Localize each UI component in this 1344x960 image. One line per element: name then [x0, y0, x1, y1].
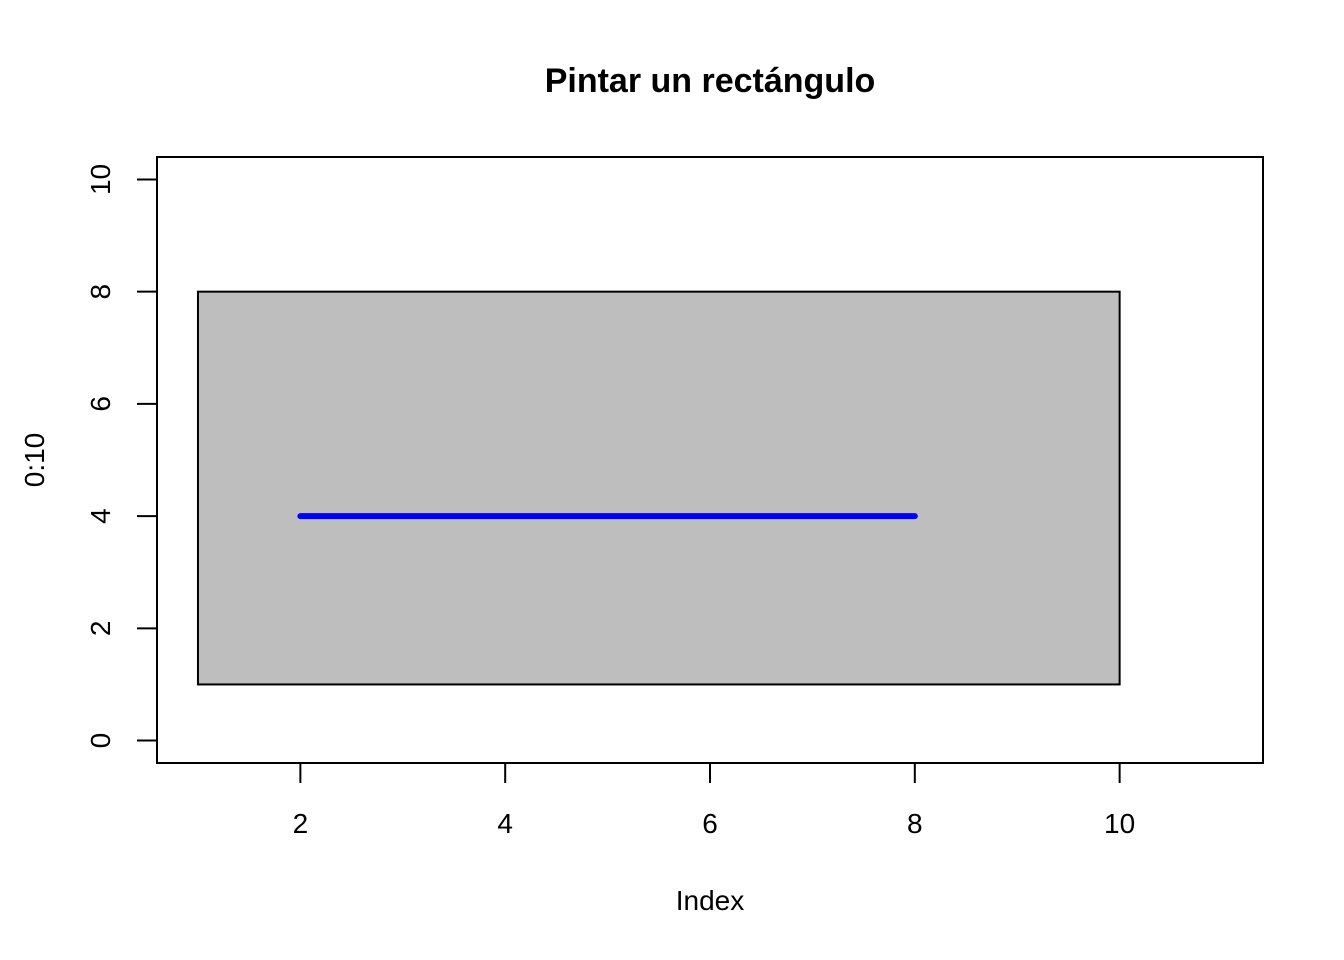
- y-tick-label: 4: [85, 508, 116, 524]
- x-tick-label: 8: [907, 808, 923, 839]
- y-tick-label: 2: [85, 621, 116, 637]
- y-tick-label: 0: [85, 733, 116, 749]
- y-tick-label: 10: [85, 164, 116, 195]
- x-tick-label: 2: [293, 808, 309, 839]
- x-tick-label: 6: [702, 808, 718, 839]
- filled-rectangle: [196, 290, 1121, 686]
- x-tick-label: 4: [497, 808, 513, 839]
- rectangle-layer: [196, 290, 1121, 686]
- x-axis-label: Index: [676, 885, 745, 916]
- y-axis-label: 0:10: [19, 433, 50, 488]
- y-tick-label: 6: [85, 396, 116, 412]
- chart-title: Pintar un rectángulo: [545, 62, 876, 100]
- y-tick-label: 8: [85, 284, 116, 300]
- plot-frame: [156, 156, 1264, 764]
- x-tick-label: 10: [1104, 808, 1135, 839]
